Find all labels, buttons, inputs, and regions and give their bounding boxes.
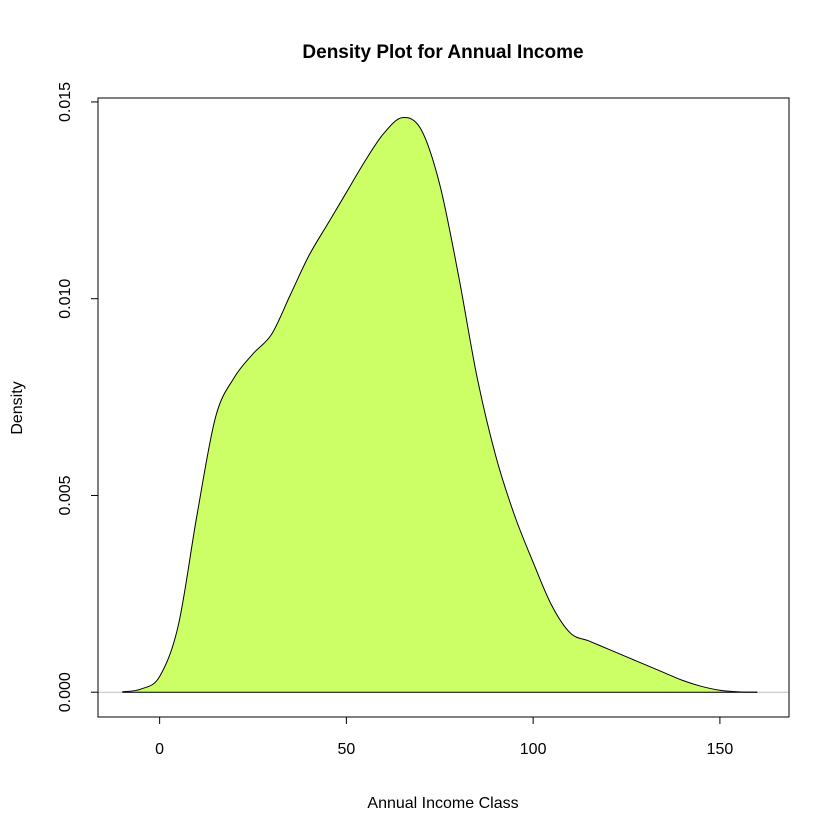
y-axis-label: Density [9, 381, 26, 434]
density-line [122, 117, 758, 693]
y-tick-label: 0.010 [57, 279, 74, 319]
y-axis: 0.000 0.005 0.010 0.015 [57, 82, 99, 712]
x-tick-label: 150 [707, 741, 734, 758]
x-tick-label: 0 [155, 741, 164, 758]
y-tick-label: 0.015 [57, 82, 74, 122]
x-axis-label: Annual Income Class [367, 795, 518, 812]
x-tick-label: 50 [337, 741, 355, 758]
chart-title: Density Plot for Annual Income [302, 42, 583, 63]
x-tick-label: 100 [520, 741, 547, 758]
y-tick-label: 0.000 [57, 672, 74, 712]
y-tick-label: 0.005 [57, 475, 74, 515]
x-axis: 0 50 100 150 [155, 716, 734, 758]
density-area [122, 117, 758, 693]
